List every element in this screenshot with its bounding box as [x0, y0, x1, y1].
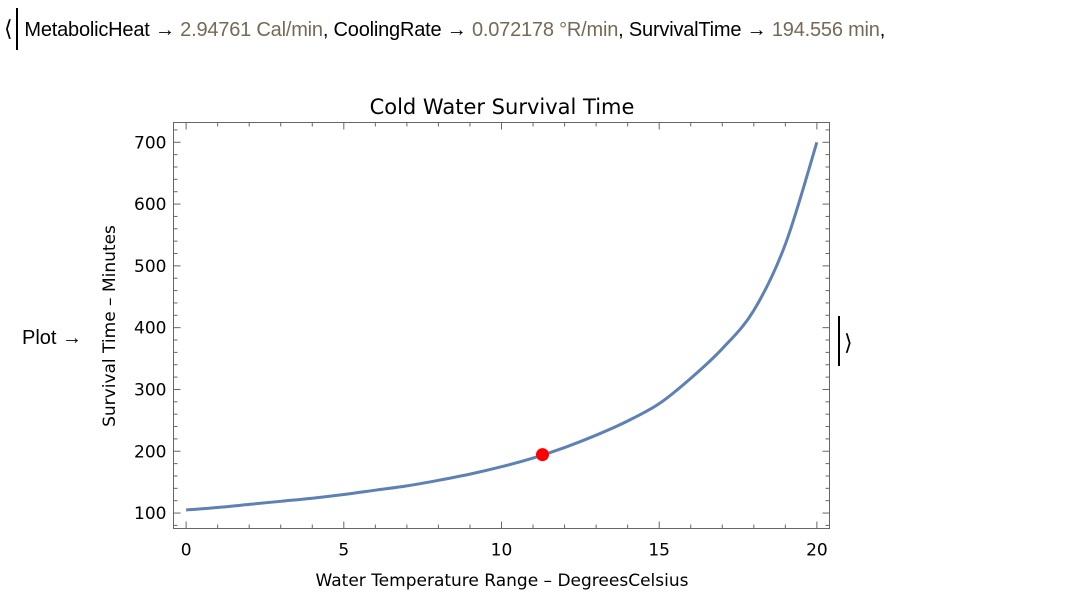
- x-tick-label: 5: [338, 541, 349, 561]
- y-tick-label: 300: [134, 380, 166, 400]
- association-output: ⟨ MetabolicHeat → 2.94761 Cal/min, Coolin…: [4, 8, 885, 50]
- open-association-bracket: ⟨: [4, 16, 13, 41]
- close-association: ⟩: [836, 316, 853, 366]
- plot-key: Plot →: [22, 327, 83, 349]
- key-metabolic-heat: MetabolicHeat: [24, 19, 150, 41]
- value-cooling-rate: 0.072178 °R/min: [471, 19, 619, 41]
- x-axis-label: Water Temperature Range – DegreesCelsius: [316, 571, 689, 591]
- y-tick-label: 400: [134, 319, 166, 339]
- y-tick-label: 500: [134, 257, 166, 277]
- key-cooling-rate: CoolingRate: [333, 19, 442, 41]
- x-tick-label: 0: [181, 541, 192, 561]
- y-tick-label: 600: [134, 195, 166, 215]
- separator: ,: [618, 19, 624, 41]
- key-survival-time: SurvivalTime: [628, 19, 742, 41]
- arrow: →: [446, 19, 467, 41]
- separator: ,: [879, 19, 886, 41]
- y-tick-label: 100: [134, 504, 166, 524]
- value-metabolic-heat: 2.94761 Cal/min: [180, 19, 323, 41]
- separator: ,: [322, 19, 329, 41]
- x-tick-label: 15: [648, 541, 670, 561]
- association-bar: [838, 316, 840, 366]
- arrow: →: [746, 19, 767, 41]
- current-survival-point: [536, 448, 549, 462]
- survival-curve: [185, 141, 819, 512]
- close-association-bracket: ⟩: [844, 330, 853, 355]
- x-tick-label: 10: [491, 541, 513, 561]
- y-tick-label: 700: [134, 133, 166, 153]
- y-axis-label: Survival Time – Minutes: [100, 225, 120, 427]
- plot-frame: [173, 122, 830, 529]
- chart-title: Cold Water Survival Time: [370, 95, 635, 119]
- y-tick-label: 200: [134, 442, 166, 462]
- association-bar: [16, 8, 19, 50]
- x-tick-label: 20: [806, 541, 828, 561]
- value-survival-time: 194.556 min: [771, 19, 880, 41]
- arrow: →: [155, 19, 175, 41]
